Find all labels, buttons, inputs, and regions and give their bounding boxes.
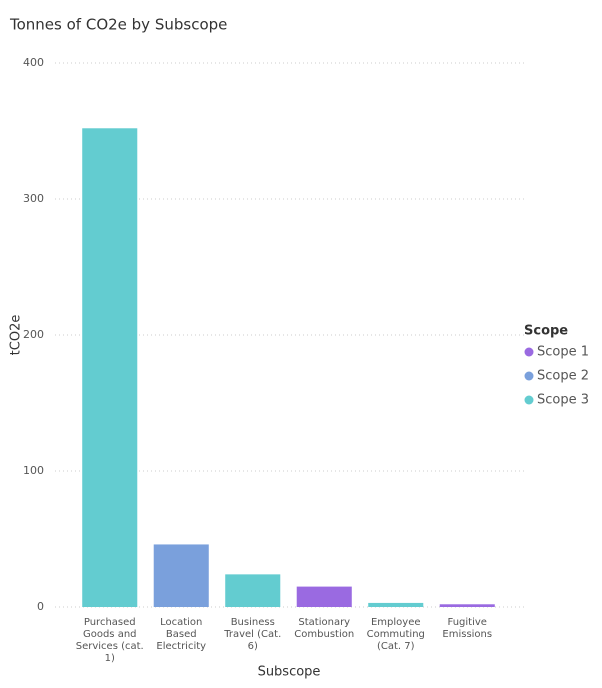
- legend-marker: [524, 371, 534, 381]
- legend-label: Scope 3: [537, 393, 589, 408]
- legend-marker: [524, 347, 534, 357]
- y-axis-label: tCO2e: [9, 315, 24, 356]
- legend-marker: [524, 395, 534, 405]
- x-tick-label: Stationary Combustion: [294, 617, 355, 640]
- bar: [153, 544, 209, 607]
- x-tick-label: Business Travel (Cat. 6): [224, 617, 282, 652]
- legend-label: Scope 2: [537, 369, 589, 384]
- x-tick-label: Location Based Electricity: [156, 617, 207, 652]
- bar: [439, 604, 495, 607]
- bar: [368, 602, 424, 607]
- x-tick-label: Fugitive Emissions: [442, 617, 493, 640]
- x-tick-label: Purchased Goods and Services (cat. 1): [75, 617, 144, 664]
- y-tick-label: 200: [23, 328, 44, 341]
- x-axis-label: Subscope: [258, 665, 321, 680]
- legend-title: Scope: [524, 324, 568, 339]
- x-tick-label: Employee Commuting (Cat. 7): [366, 617, 425, 652]
- legend-label: Scope 1: [537, 345, 589, 360]
- y-tick-label: 100: [23, 464, 44, 477]
- bar: [225, 574, 281, 607]
- y-tick-label: 0: [37, 600, 44, 613]
- y-tick-label: 400: [23, 56, 44, 69]
- y-tick-label: 300: [23, 192, 44, 205]
- bar: [296, 586, 352, 607]
- chart-title: Tonnes of CO2e by Subscope: [9, 16, 227, 34]
- bar: [82, 128, 138, 607]
